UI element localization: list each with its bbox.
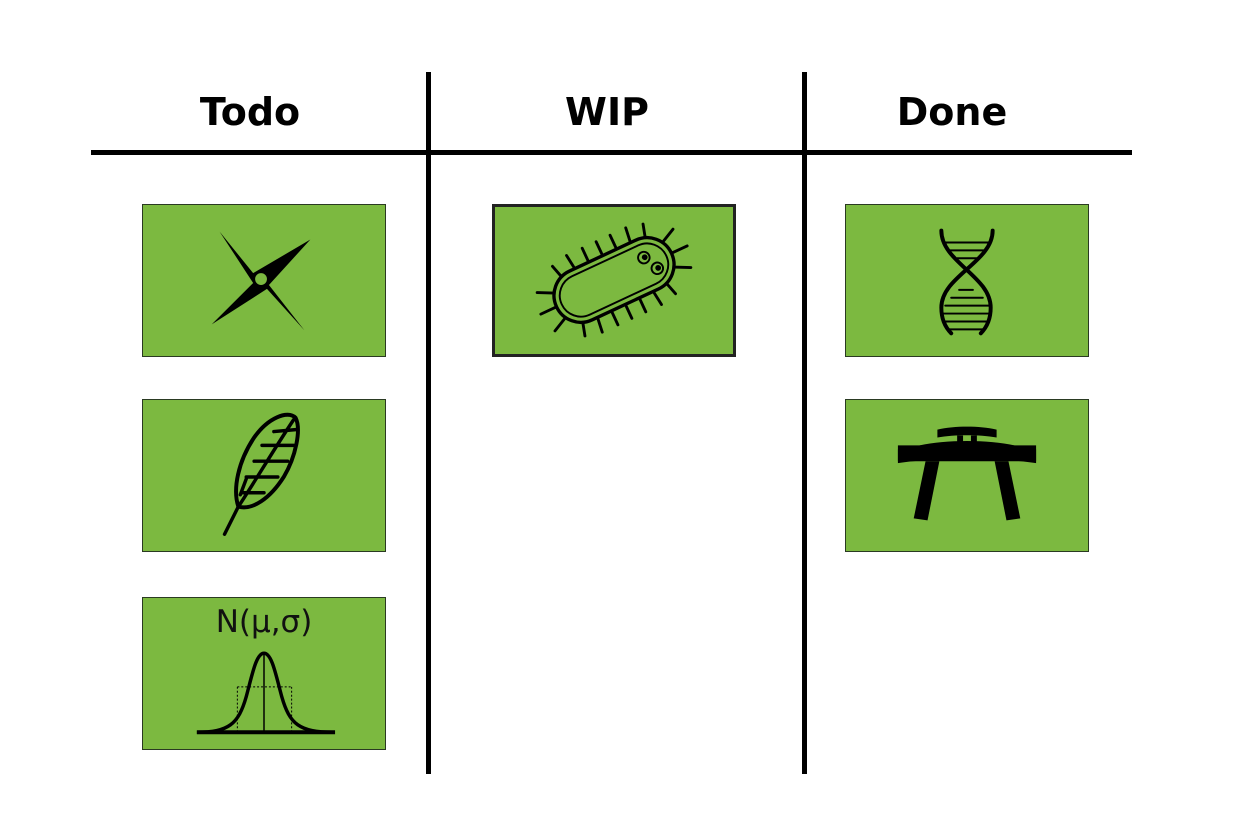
column-divider-2 — [802, 72, 807, 774]
card-todo-normal-distribution[interactable]: N(μ,σ) — [142, 597, 386, 750]
card-todo-shuriken[interactable] — [142, 204, 386, 357]
card-wip-bacterium[interactable] — [492, 204, 736, 357]
normal-distribution-icon — [196, 651, 336, 735]
header-divider — [91, 150, 1132, 155]
torii-gate-icon — [897, 426, 1037, 521]
card-done-torii[interactable] — [845, 399, 1089, 552]
feather-icon — [222, 412, 300, 536]
column-title-wip: WIP — [565, 90, 649, 134]
column-divider-1 — [426, 72, 431, 774]
column-title-todo: Todo — [199, 90, 301, 134]
card-todo-feather[interactable] — [142, 399, 386, 552]
dna-icon — [939, 228, 995, 336]
bacterium-icon — [535, 222, 693, 338]
column-title-done: Done — [896, 90, 1008, 134]
shuriken-icon — [211, 231, 311, 331]
card-done-dna[interactable] — [845, 204, 1089, 357]
card-formula-label: N(μ,σ) — [215, 604, 313, 640]
